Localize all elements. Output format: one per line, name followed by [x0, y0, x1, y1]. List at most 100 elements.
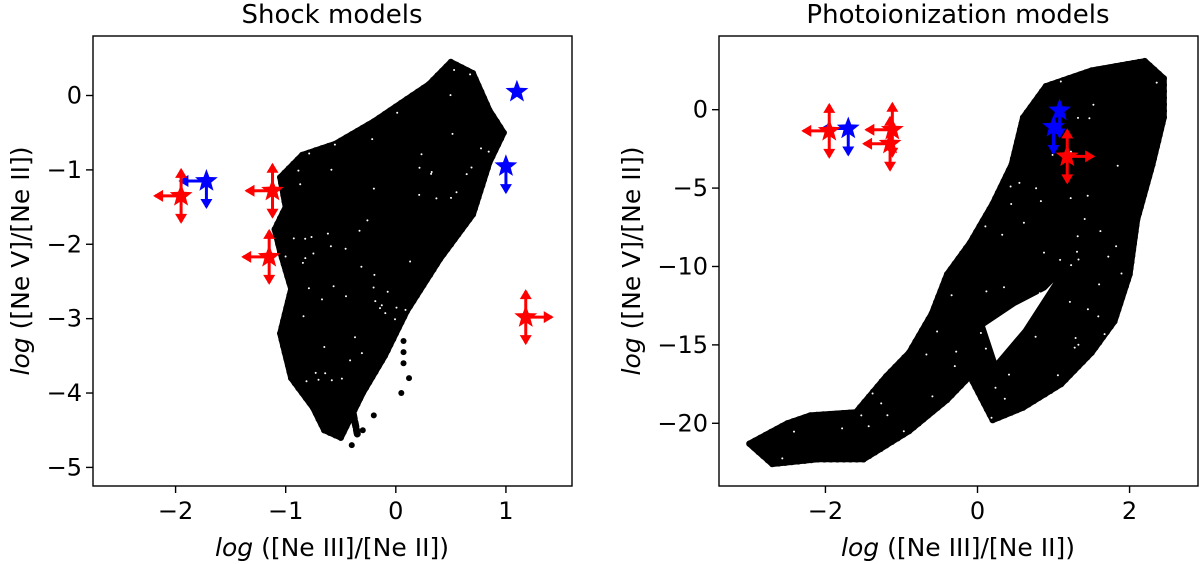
- model-point: [425, 81, 433, 88]
- shock-y-axis-label: log ([Ne V]/[Ne II]): [6, 147, 35, 376]
- model-speckle: [860, 414, 863, 417]
- limit-arrowhead-down: [263, 274, 276, 285]
- model-point: [933, 299, 940, 306]
- model-point: [887, 368, 894, 375]
- y-tick-label: −15: [657, 331, 708, 359]
- model-speckle: [395, 306, 398, 309]
- model-point: [290, 160, 297, 168]
- model-speckle: [931, 395, 934, 398]
- model-speckle: [985, 290, 988, 293]
- model-point: [475, 82, 482, 89]
- limit-arrowhead-down: [200, 199, 213, 210]
- model-speckle: [925, 353, 928, 356]
- model-point: [972, 384, 979, 391]
- model-speckle: [1120, 272, 1123, 275]
- model-point: [387, 341, 394, 348]
- model-speckle: [487, 150, 490, 153]
- model-point: [1005, 167, 1013, 174]
- model-point: [493, 118, 500, 125]
- model-point: [1139, 198, 1146, 205]
- model-speckle: [394, 318, 396, 321]
- model-point: [466, 216, 473, 223]
- model-point: [1003, 172, 1010, 179]
- red-observed-star: [153, 167, 193, 224]
- shock-y-ticks: 0 −1 −2 −3 −4 −5: [47, 82, 93, 481]
- model-point: [398, 319, 405, 326]
- model-point: [1047, 387, 1054, 394]
- model-speckle: [1074, 337, 1077, 339]
- model-speckle: [420, 153, 423, 156]
- model-speckle: [841, 427, 844, 430]
- model-speckle: [360, 265, 363, 268]
- model-point: [784, 420, 791, 427]
- model-point: [321, 427, 328, 434]
- photoionization-plot-frame: [718, 35, 1199, 487]
- model-point: [312, 410, 320, 417]
- model-point: [416, 287, 424, 294]
- model-point: [1036, 394, 1043, 401]
- model-point: [277, 215, 284, 222]
- model-point: [861, 398, 868, 406]
- model-point: [909, 343, 916, 351]
- model-point: [970, 234, 977, 241]
- model-point: [278, 336, 285, 344]
- model-point: [757, 434, 764, 441]
- model-point: [375, 363, 382, 370]
- model-point: [1128, 252, 1136, 260]
- model-point: [1160, 88, 1168, 95]
- model-speckle: [1098, 283, 1101, 286]
- model-speckle: [308, 152, 311, 155]
- model-speckle: [1018, 181, 1021, 184]
- model-point: [337, 434, 344, 441]
- model-point: [469, 70, 477, 77]
- star-marker: [505, 79, 529, 102]
- model-point: [351, 406, 358, 413]
- model-point: [1106, 64, 1113, 71]
- model-speckle: [480, 147, 482, 150]
- model-speckle: [469, 73, 472, 76]
- model-speckle: [358, 229, 361, 232]
- photoionization-observed-points: [801, 98, 1096, 185]
- model-speckle: [1115, 245, 1118, 248]
- model-point: [1150, 155, 1158, 162]
- limit-arrowhead-up: [886, 101, 899, 112]
- red-observed-star: [1055, 128, 1096, 185]
- model-point: [477, 188, 484, 195]
- model-point: [1017, 126, 1024, 133]
- blue-observed-star: [494, 154, 518, 195]
- model-point: [1007, 409, 1015, 416]
- limit-arrowhead-down: [175, 213, 188, 224]
- photoionization-y-axis-label: log ([Ne V]/[Ne II]): [617, 147, 646, 376]
- limit-arrowhead-up: [175, 167, 188, 178]
- model-point: [1071, 367, 1078, 374]
- model-point: [966, 239, 974, 247]
- model-speckle: [1069, 197, 1072, 200]
- y-tick-label: 0: [693, 96, 708, 124]
- model-speckle: [374, 300, 377, 303]
- model-point: [989, 416, 996, 424]
- model-speckle: [1008, 373, 1010, 376]
- model-point: [924, 412, 932, 419]
- model-speckle: [380, 304, 383, 307]
- model-point: [1009, 155, 1017, 162]
- model-speckle: [470, 166, 473, 169]
- model-speckle: [330, 168, 333, 171]
- model-point: [943, 396, 951, 403]
- model-speckle: [326, 232, 329, 235]
- model-point: [337, 137, 344, 144]
- model-point: [302, 394, 310, 402]
- model-point: [1059, 77, 1067, 84]
- model-point: [1131, 234, 1138, 241]
- model-point: [400, 337, 407, 344]
- model-speckle: [1088, 117, 1091, 120]
- model-speckle: [1077, 343, 1080, 346]
- star-marker: [1048, 98, 1071, 121]
- model-point: [480, 176, 488, 183]
- model-speckle: [1092, 103, 1095, 106]
- model-point: [1141, 57, 1149, 65]
- model-point: [406, 302, 414, 310]
- model-speckle: [886, 414, 889, 417]
- model-speckle: [1069, 150, 1072, 153]
- model-point: [478, 182, 486, 189]
- model-point: [808, 456, 815, 464]
